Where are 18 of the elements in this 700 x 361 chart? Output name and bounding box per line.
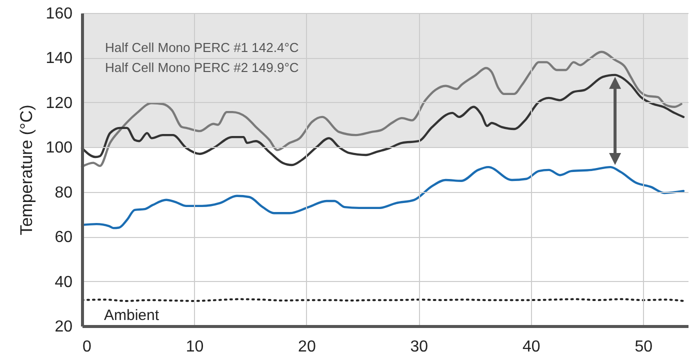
x-tick-label: 20: [298, 338, 316, 356]
y-tick-label: 40: [54, 274, 73, 291]
x-tick-label: 50: [634, 338, 653, 356]
y-tick-label: 20: [54, 318, 73, 336]
x-tick-label: 40: [522, 338, 540, 356]
annotation: Half Cell Mono PERC #1 142.4°C: [105, 40, 299, 55]
y-tick-label: 120: [46, 94, 73, 112]
y-tick-label: 140: [46, 50, 73, 68]
annotation: Half Cell Mono PERC #2 149.9°C: [105, 60, 299, 75]
x-tick-label: 30: [410, 338, 428, 356]
y-axis-title: Temperature (°C): [16, 104, 36, 236]
y-tick-label: 80: [54, 184, 73, 202]
x-tick-label: 0: [82, 338, 92, 356]
y-tick-label: 160: [46, 6, 73, 22]
y-tick-label: 60: [54, 229, 73, 246]
y-tick-label: 100: [46, 140, 73, 157]
x-tick-label: 10: [186, 338, 204, 356]
series-label: Ambient: [104, 307, 160, 324]
